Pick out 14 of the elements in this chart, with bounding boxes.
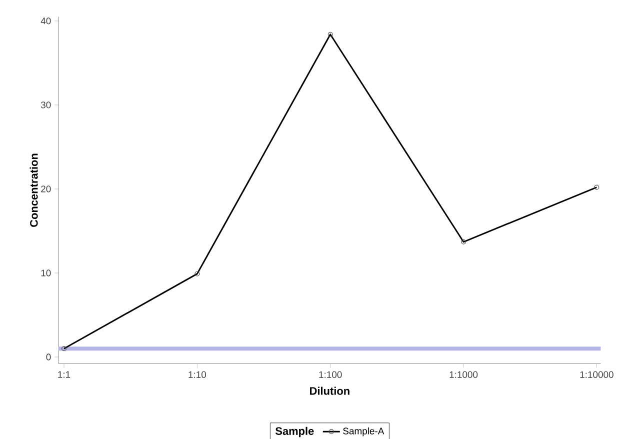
y-tick-label: 20 [41, 186, 51, 192]
y-tick-label: 30 [40, 102, 51, 108]
x-tick-label: 1:1000 [450, 371, 478, 378]
y-axis-title: Concentration [30, 154, 38, 227]
legend-title: Sample [275, 426, 314, 438]
x-axis-title: Dilution [310, 386, 350, 395]
x-tick-label: 1:10 [188, 371, 206, 378]
legend-label: Sample-A [343, 427, 384, 436]
y-tick-label: 0 [46, 354, 51, 360]
x-tick-label: 1:1 [58, 371, 70, 378]
x-tick-label: 1:100 [319, 371, 342, 378]
y-tick-label: 10 [41, 270, 51, 276]
x-tick-label: 1:10000 [580, 371, 614, 378]
y-tick-label: 40 [40, 18, 51, 24]
